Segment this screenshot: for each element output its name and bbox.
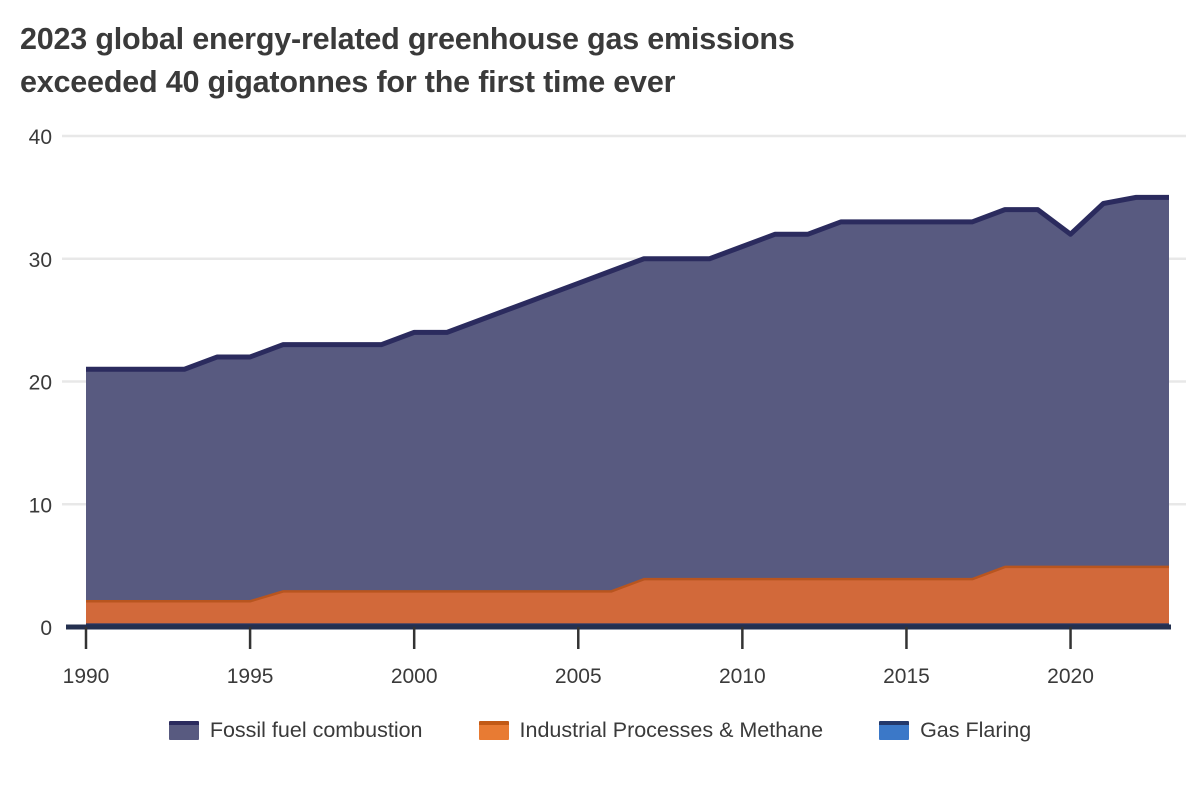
svg-text:30: 30 <box>29 249 52 272</box>
legend-swatch-icon <box>478 721 509 740</box>
svg-text:20: 20 <box>29 372 52 395</box>
legend-swatch-icon <box>879 721 910 740</box>
legend-swatch-icon <box>168 721 199 740</box>
chart-legend: Fossil fuel combustion Industrial Proces… <box>0 718 1200 743</box>
legend-label: Industrial Processes & Methane <box>519 718 824 742</box>
svg-text:2010: 2010 <box>719 665 766 688</box>
svg-text:2000: 2000 <box>391 665 438 688</box>
legend-item-fossil-fuel-combustion[interactable]: Fossil fuel combustion <box>168 718 423 743</box>
legend-label: Gas Flaring <box>920 718 1032 742</box>
page-title: 2023 global energy-related greenhouse ga… <box>20 22 795 100</box>
svg-text:40: 40 <box>29 126 52 149</box>
svg-text:2005: 2005 <box>555 665 602 688</box>
legend-item-gas-flaring[interactable]: Gas Flaring <box>879 718 1031 743</box>
legend-label: Fossil fuel combustion <box>209 718 423 742</box>
stacked-areas <box>86 194 1169 627</box>
svg-text:0: 0 <box>40 617 52 640</box>
x-axis-ticks: 1990 1995 2000 2005 2010 2015 2020 <box>63 627 1094 688</box>
legend-item-industrial-processes-methane[interactable]: Industrial Processes & Methane <box>478 718 824 743</box>
svg-text:1995: 1995 <box>227 665 274 688</box>
title-block: 2023 global energy-related greenhouse ga… <box>20 18 1080 105</box>
svg-text:2015: 2015 <box>883 665 930 688</box>
svg-text:2020: 2020 <box>1047 665 1094 688</box>
y-axis-ticks: 0 10 20 30 40 <box>29 126 52 640</box>
plot-area: 0 10 20 30 40 1990 1995 2000 2005 2010 2015 2020 <box>0 110 1200 690</box>
svg-text:10: 10 <box>29 494 52 517</box>
area-chart-svg: 0 10 20 30 40 1990 1995 2000 2005 2010 2015 2020 <box>29 126 1186 688</box>
svg-text:1990: 1990 <box>63 665 110 688</box>
